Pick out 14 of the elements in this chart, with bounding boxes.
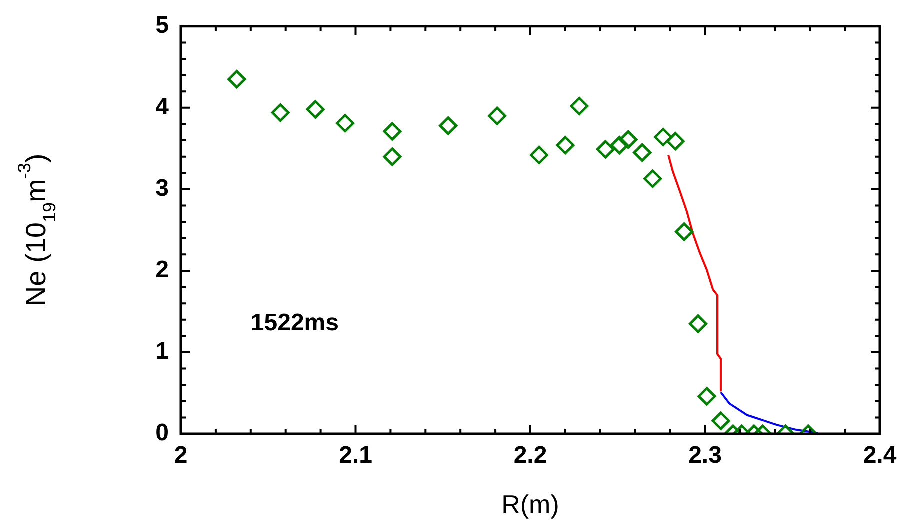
- x-tick-label: 2.1: [339, 442, 372, 470]
- y-tick-label: 1: [156, 338, 169, 366]
- y-tick-label: 3: [156, 175, 169, 202]
- x-tick-label: 2: [174, 442, 188, 470]
- y-tick-label: 5: [156, 12, 169, 40]
- x-tick-label: 2.3: [688, 442, 722, 470]
- y-axis-title: Ne (1019m-3): [14, 154, 60, 307]
- x-axis-title: R(m): [502, 490, 560, 520]
- x-tick-label: 2.2: [514, 442, 548, 470]
- y-tick-label: 2: [156, 256, 169, 284]
- y-tick-label: 0: [156, 420, 169, 447]
- x-tick-label: 2.4: [863, 442, 898, 470]
- y-tick-label: 4: [156, 94, 170, 121]
- annotation: 1522ms: [250, 310, 339, 337]
